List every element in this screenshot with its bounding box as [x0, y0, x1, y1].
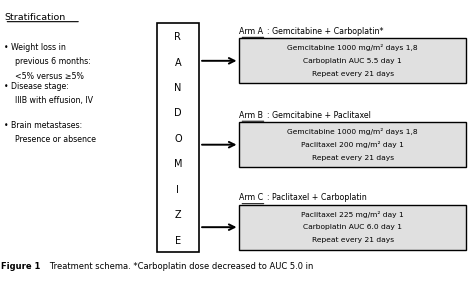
Text: Repeat every 21 days: Repeat every 21 days	[312, 71, 394, 77]
Text: Paclitaxel 225 mg/m² day 1: Paclitaxel 225 mg/m² day 1	[301, 210, 404, 217]
Bar	[239, 122, 466, 167]
Bar	[239, 205, 466, 250]
Text: N: N	[174, 83, 182, 93]
Text: Paclitaxel 200 mg/m² day 1: Paclitaxel 200 mg/m² day 1	[301, 141, 404, 148]
Text: I: I	[176, 185, 179, 195]
Text: A: A	[174, 58, 181, 67]
Text: Gemcitabine 1000 mg/m² days 1,8: Gemcitabine 1000 mg/m² days 1,8	[287, 44, 418, 51]
Text: : Gemcitabine + Paclitaxel: : Gemcitabine + Paclitaxel	[266, 110, 370, 119]
Text: Figure 1: Figure 1	[0, 262, 40, 271]
Text: • Disease stage:: • Disease stage:	[4, 82, 69, 91]
Text: R: R	[174, 32, 182, 42]
Text: • Brain metastases:: • Brain metastases:	[4, 121, 82, 130]
Bar	[156, 23, 199, 252]
Text: D: D	[174, 108, 182, 119]
Text: Treatment schema. *Carboplatin dose decreased to AUC 5.0 in: Treatment schema. *Carboplatin dose decr…	[42, 262, 314, 271]
Text: Arm B: Arm B	[239, 110, 263, 119]
Text: Stratification: Stratification	[4, 13, 66, 22]
Text: Carboplatin AUC 6.0 day 1: Carboplatin AUC 6.0 day 1	[303, 224, 402, 230]
Text: Carboplatin AUC 5.5 day 1: Carboplatin AUC 5.5 day 1	[303, 58, 402, 64]
Text: M: M	[173, 159, 182, 169]
Text: Repeat every 21 days: Repeat every 21 days	[312, 237, 394, 243]
Text: O: O	[174, 134, 182, 144]
Text: : Paclitaxel + Carboplatin: : Paclitaxel + Carboplatin	[266, 193, 366, 202]
Text: Repeat every 21 days: Repeat every 21 days	[312, 155, 394, 161]
Text: <5% versus ≥5%: <5% versus ≥5%	[15, 72, 84, 81]
Text: IIIB with effusion, IV: IIIB with effusion, IV	[15, 96, 93, 105]
Text: Presence or absence: Presence or absence	[15, 135, 96, 144]
Text: Arm C: Arm C	[239, 193, 264, 202]
Text: previous 6 months:: previous 6 months:	[15, 57, 91, 66]
Bar	[239, 38, 466, 83]
Text: E: E	[175, 236, 181, 246]
Text: • Weight loss in: • Weight loss in	[4, 43, 66, 52]
Text: : Gemcitabine + Carboplatin*: : Gemcitabine + Carboplatin*	[266, 27, 383, 36]
Text: Gemcitabine 1000 mg/m² days 1,8: Gemcitabine 1000 mg/m² days 1,8	[287, 128, 418, 135]
Text: Arm A: Arm A	[239, 27, 264, 36]
Text: Z: Z	[174, 210, 181, 220]
